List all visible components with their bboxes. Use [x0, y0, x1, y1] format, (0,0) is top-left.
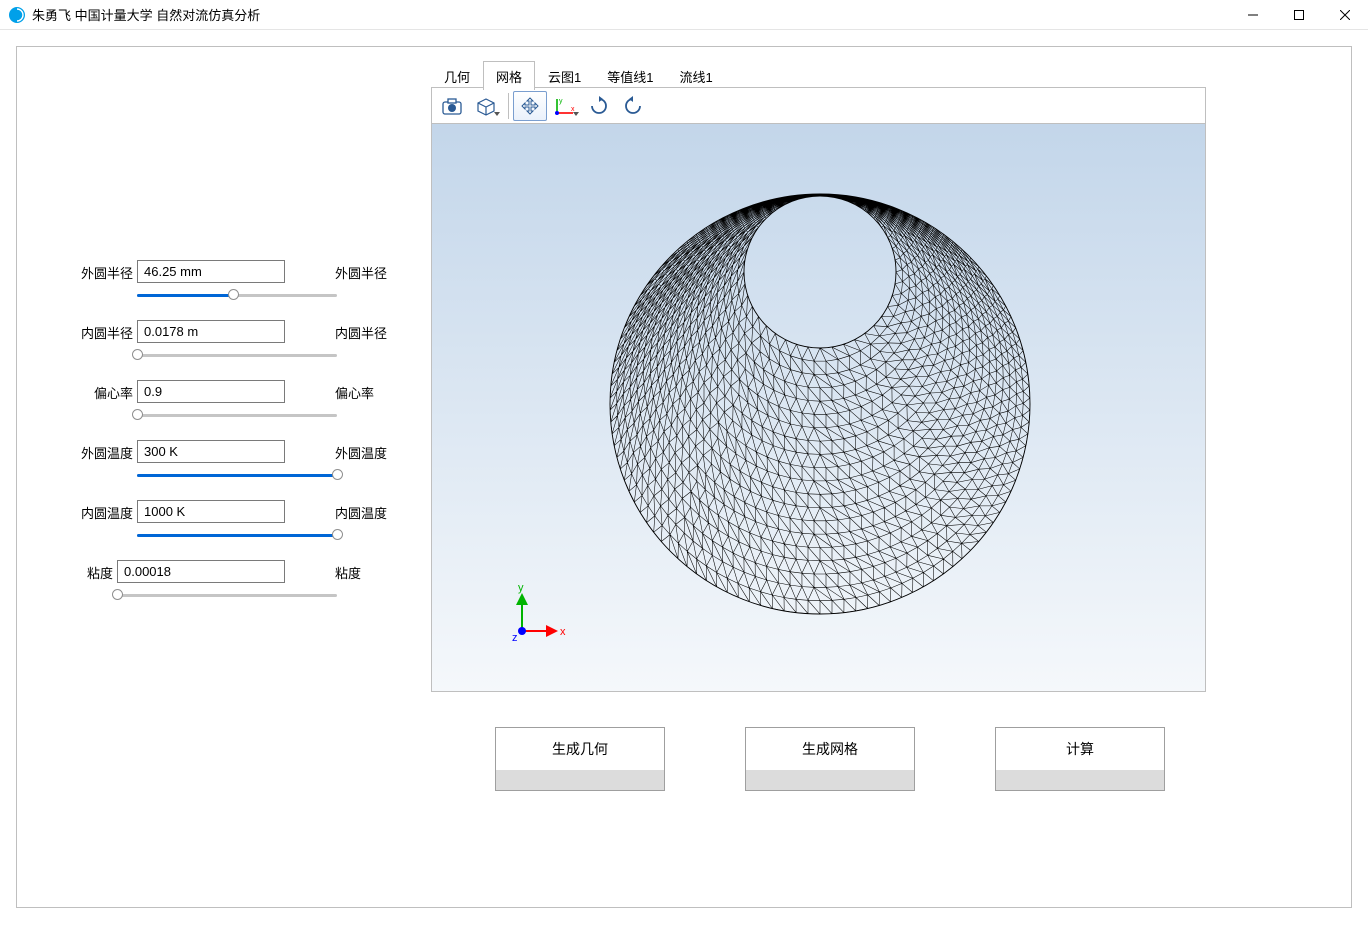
compute-button[interactable]: 计算	[995, 727, 1165, 791]
param-input-1[interactable]	[137, 320, 285, 343]
minimize-button[interactable]	[1230, 0, 1276, 30]
close-button[interactable]	[1322, 0, 1368, 30]
param-label: 内圆温度	[77, 503, 133, 522]
maximize-button[interactable]	[1276, 0, 1322, 30]
rotate-cw-icon[interactable]	[583, 90, 615, 122]
rotate-ccw-icon[interactable]	[617, 90, 649, 122]
param-right-label: 外圆温度	[335, 443, 387, 462]
tab-3[interactable]: 等值线1	[594, 61, 666, 90]
axes-icon[interactable]: yx	[549, 90, 581, 122]
svg-text:x: x	[560, 626, 566, 638]
param-slider-1[interactable]	[137, 347, 337, 363]
camera-icon[interactable]	[436, 90, 468, 122]
param-input-5[interactable]	[117, 560, 285, 583]
param-slider-2[interactable]	[137, 407, 337, 423]
svg-text:z: z	[512, 632, 518, 644]
param-row-4: 内圆温度 内圆温度	[77, 497, 407, 557]
param-label: 内圆半径	[77, 323, 133, 342]
param-slider-0[interactable]	[137, 287, 337, 303]
generate-geometry-button[interactable]: 生成几何	[495, 727, 665, 791]
tab-4[interactable]: 流线1	[667, 61, 726, 90]
param-right-label: 粘度	[335, 563, 361, 582]
param-label: 粘度	[57, 563, 113, 582]
param-row-5: 粘度粘度	[77, 557, 407, 617]
svg-text:x: x	[571, 106, 575, 113]
tab-1[interactable]: 网格	[483, 61, 535, 90]
param-input-4[interactable]	[137, 500, 285, 523]
param-input-0[interactable]	[137, 260, 285, 283]
cube-view-icon[interactable]	[470, 90, 502, 122]
app-icon	[8, 6, 26, 24]
param-row-3: 外圆温度 外圆温度	[77, 437, 407, 497]
generate-mesh-button[interactable]: 生成网格	[745, 727, 915, 791]
pan-icon[interactable]	[513, 91, 547, 121]
param-label: 外圆半径	[77, 263, 133, 282]
toolbar-separator	[508, 93, 509, 119]
svg-text:y: y	[518, 582, 524, 594]
param-slider-5[interactable]	[117, 587, 337, 603]
param-label: 偏心率	[77, 383, 133, 402]
param-label: 外圆温度	[77, 443, 133, 462]
param-right-label: 内圆半径	[335, 323, 387, 342]
param-row-2: 偏心率 偏心率	[77, 377, 407, 437]
mesh-edges	[610, 194, 1030, 614]
param-slider-3[interactable]	[137, 467, 337, 483]
svg-text:y: y	[559, 98, 563, 105]
window-title: 朱勇飞 中国计量大学 自然对流仿真分析	[32, 5, 1230, 24]
param-right-label: 外圆半径	[335, 263, 387, 282]
param-row-1: 内圆半径 内圆半径	[77, 317, 407, 377]
axis-triad-icon: x y z	[492, 581, 572, 661]
tab-2[interactable]: 云图1	[535, 61, 594, 90]
param-input-3[interactable]	[137, 440, 285, 463]
inner-boundary	[744, 196, 896, 348]
param-input-2[interactable]	[137, 380, 285, 403]
param-slider-4[interactable]	[137, 527, 337, 543]
param-row-0: 外圆半径 外圆半径	[77, 257, 407, 317]
param-right-label: 内圆温度	[335, 503, 387, 522]
param-right-label: 偏心率	[335, 383, 374, 402]
tab-0[interactable]: 几何	[431, 61, 483, 90]
